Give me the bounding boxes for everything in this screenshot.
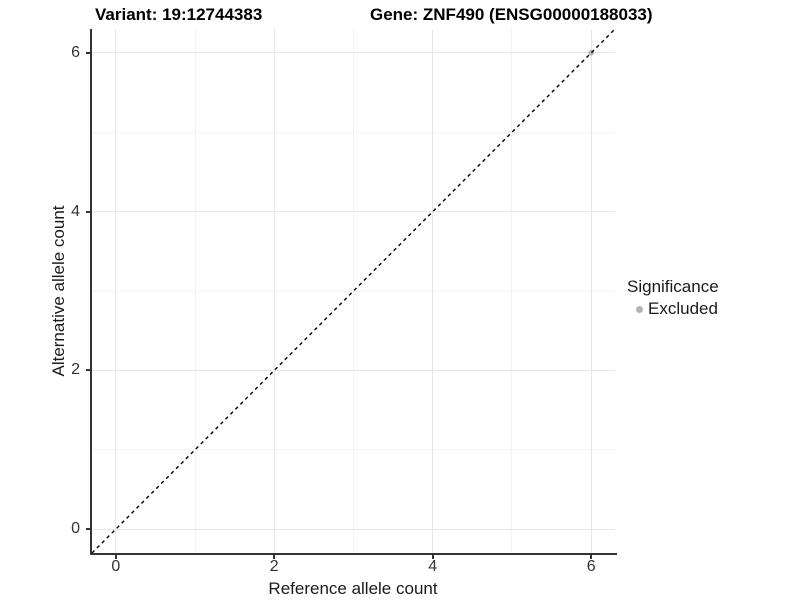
x-tick-label: 4 [428, 558, 438, 575]
x-tick-mark [431, 555, 434, 559]
y-tick-label: 4 [71, 202, 80, 220]
gridline-minor-horizontal [92, 290, 615, 292]
plot-title-gene: Gene: ZNF490 (ENSG00000188033) [370, 5, 653, 24]
legend-item: Excluded [627, 300, 719, 318]
gridline-major-vertical [273, 29, 275, 553]
legend-title: Significance [627, 277, 719, 296]
gridline-major-vertical [432, 29, 434, 553]
x-tick-mark [273, 555, 276, 559]
gridline-minor-horizontal [92, 449, 615, 451]
gridline-major-horizontal [92, 211, 615, 213]
gridline-major-vertical [590, 29, 592, 553]
y-tick-mark [86, 528, 92, 531]
gridline-major-horizontal [92, 369, 615, 371]
plot-svg [92, 29, 615, 553]
plot-panel [92, 29, 615, 553]
y-axis-title: Alternative allele count [49, 205, 68, 377]
y-tick-label: 2 [71, 361, 80, 379]
x-tick-mark [590, 555, 593, 559]
y-tick-mark [86, 369, 92, 372]
x-tick-label: 2 [269, 558, 279, 575]
gridline-major-horizontal [92, 528, 615, 530]
x-tick-mark [114, 555, 117, 559]
excluded-point-icon [636, 305, 643, 313]
gridline-major-vertical [115, 29, 117, 553]
legend: Significance Excluded [627, 277, 719, 318]
x-axis-title: Reference allele count [268, 579, 438, 598]
x-tick-label: 6 [586, 558, 596, 575]
y-tick-mark [86, 210, 92, 213]
legend-item-label: Excluded [648, 299, 718, 318]
identity-line [92, 29, 615, 553]
plot-title-variant: Variant: 19:12744383 [95, 5, 263, 24]
y-tick-mark [86, 51, 92, 54]
gridline-major-horizontal [92, 52, 615, 54]
y-axis-line [90, 29, 92, 555]
gridline-minor-horizontal [92, 131, 615, 133]
x-axis-line [90, 553, 617, 555]
x-tick-label: 0 [111, 558, 121, 575]
y-tick-label: 6 [71, 43, 80, 61]
y-tick-label: 0 [71, 520, 80, 538]
